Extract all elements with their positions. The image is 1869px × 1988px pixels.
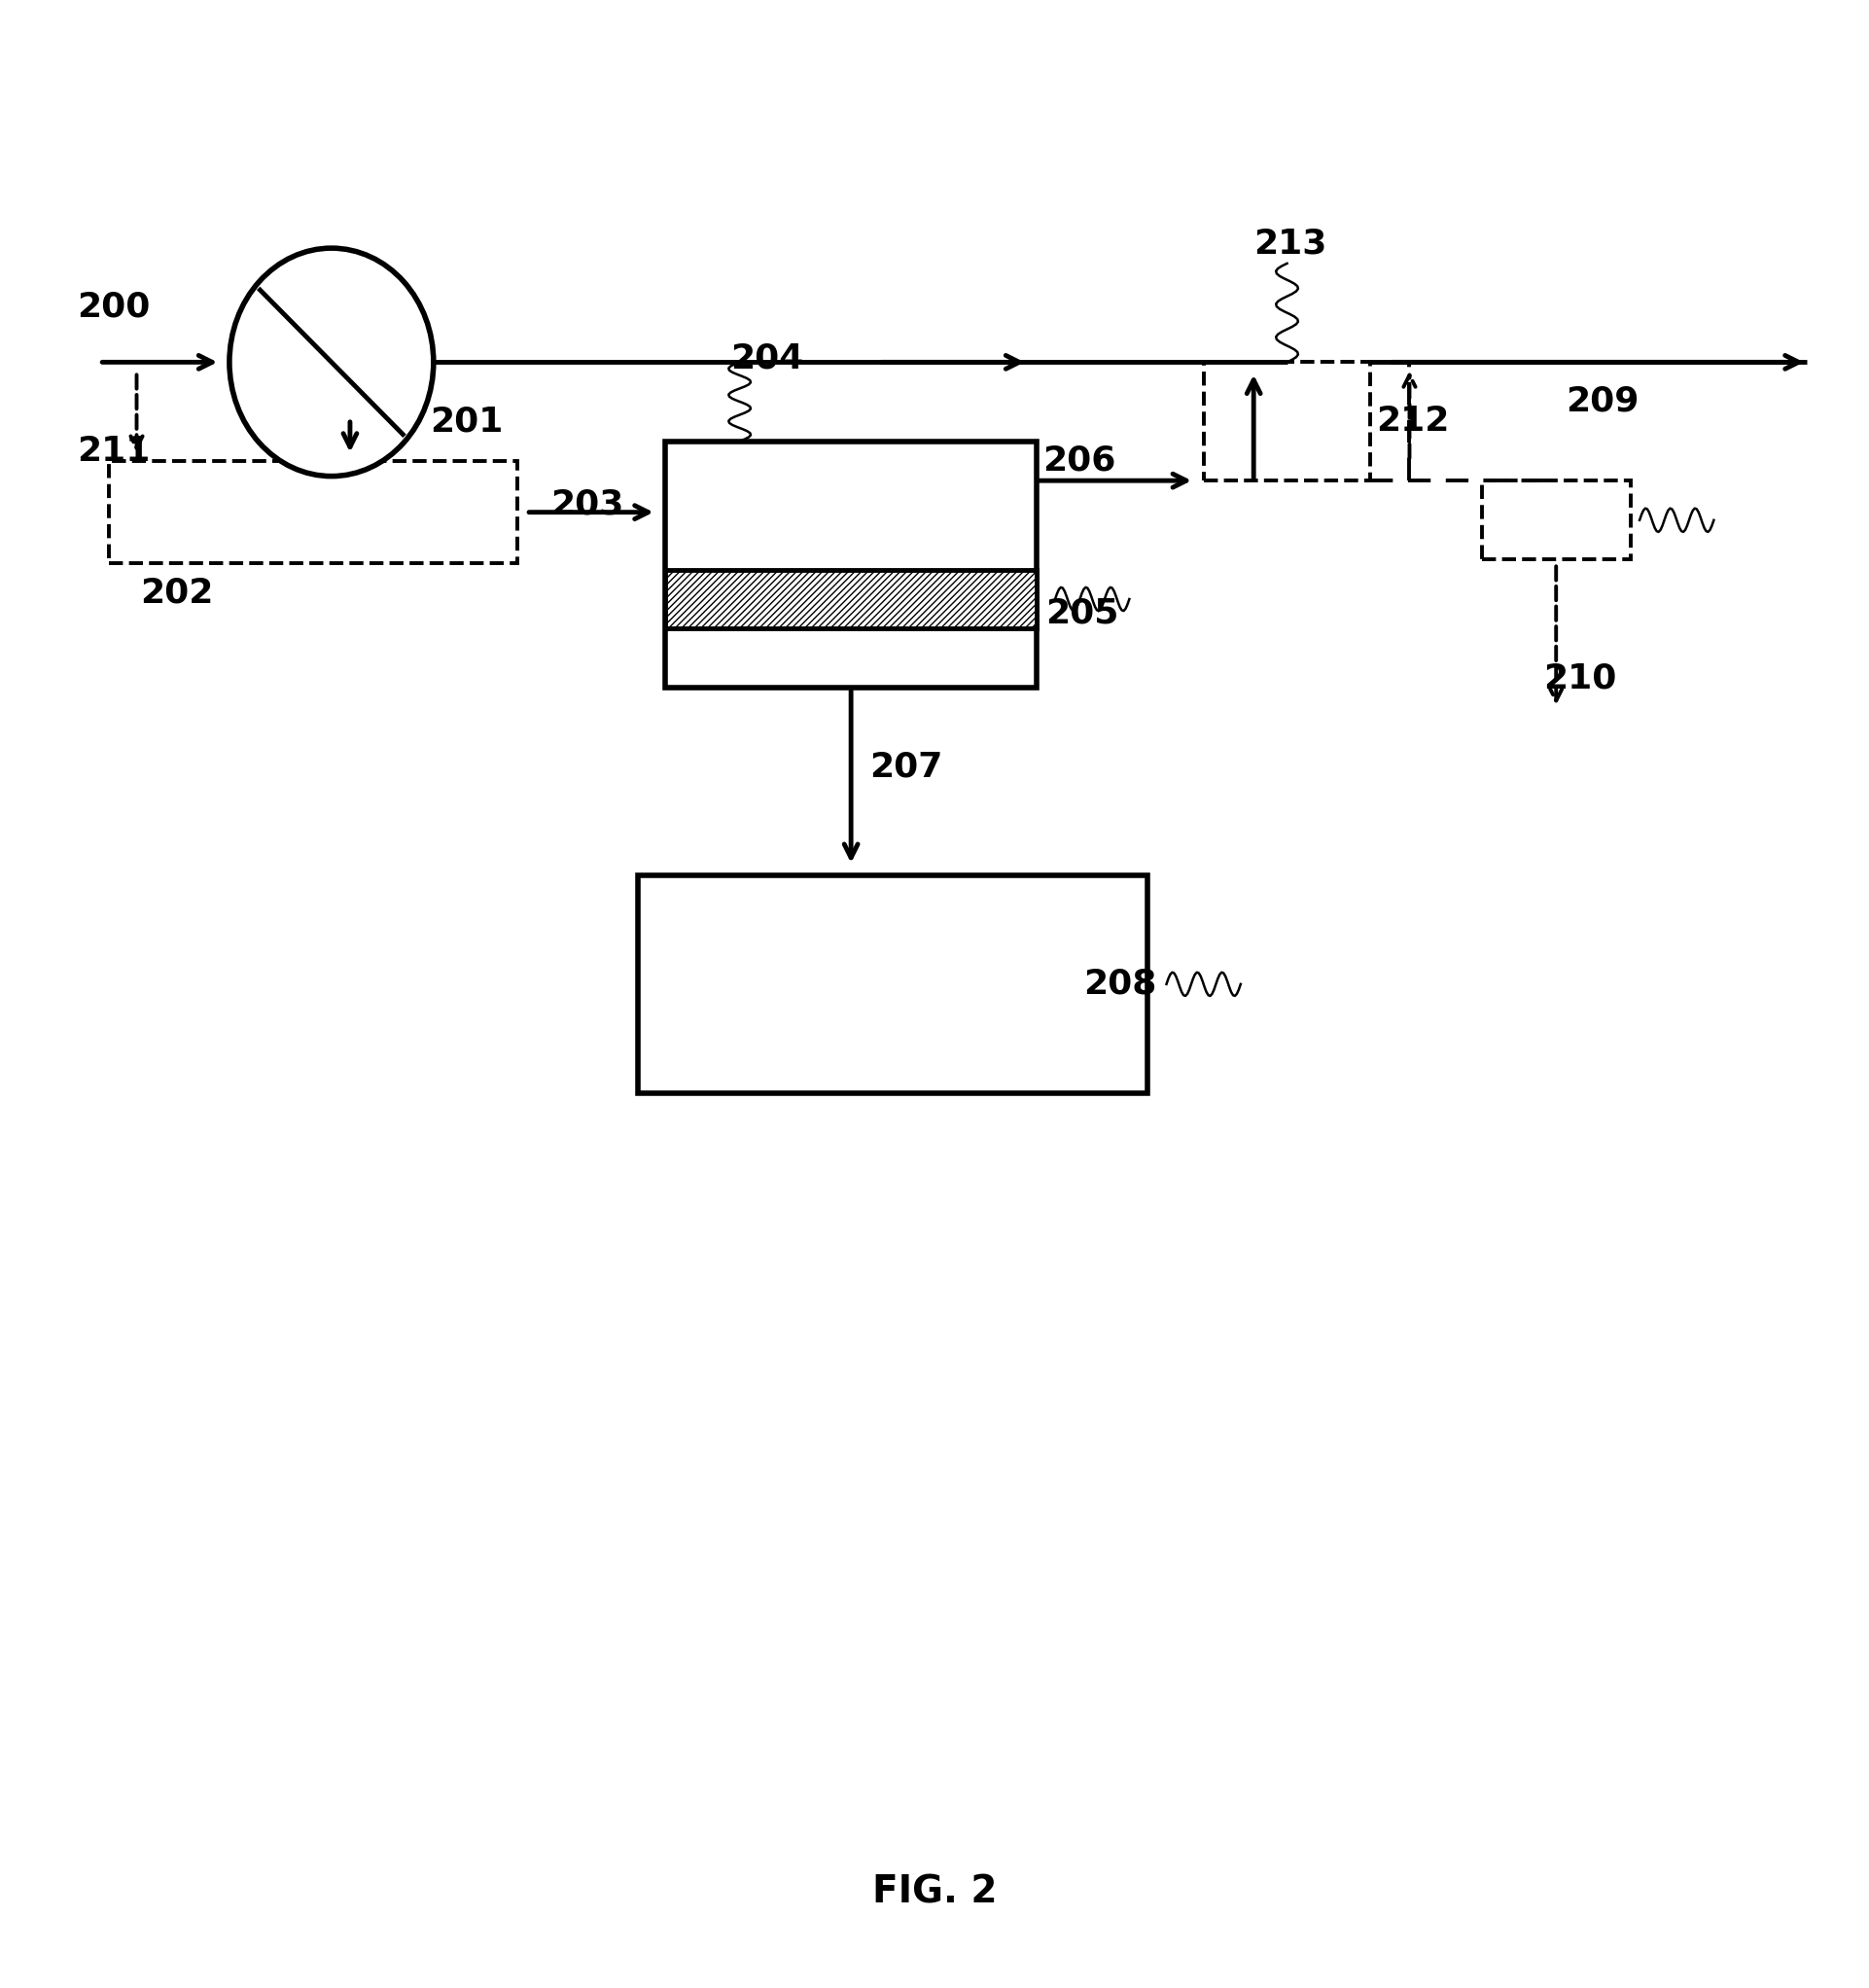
Text: 205: 205 bbox=[1047, 596, 1120, 630]
Bar bbox=[665, 441, 1037, 688]
Text: 206: 206 bbox=[1043, 445, 1116, 477]
Text: 203: 203 bbox=[549, 487, 624, 521]
Text: 213: 213 bbox=[1254, 227, 1327, 260]
Bar bbox=[1482, 481, 1630, 559]
Text: 210: 210 bbox=[1544, 662, 1617, 694]
Bar bbox=[637, 875, 1148, 1093]
Text: 211: 211 bbox=[77, 435, 151, 467]
Bar bbox=[108, 461, 518, 563]
Text: 202: 202 bbox=[140, 577, 213, 610]
Ellipse shape bbox=[230, 248, 434, 477]
Text: 207: 207 bbox=[869, 749, 942, 783]
Text: 201: 201 bbox=[430, 406, 503, 437]
Text: 208: 208 bbox=[1082, 968, 1157, 1000]
Text: FIG. 2: FIG. 2 bbox=[873, 1875, 996, 1910]
Text: 209: 209 bbox=[1566, 386, 1639, 417]
Bar bbox=[1204, 362, 1370, 481]
Bar bbox=[665, 569, 1037, 628]
Text: 212: 212 bbox=[1376, 406, 1448, 437]
Text: 200: 200 bbox=[77, 290, 151, 324]
Text: 204: 204 bbox=[731, 342, 804, 376]
